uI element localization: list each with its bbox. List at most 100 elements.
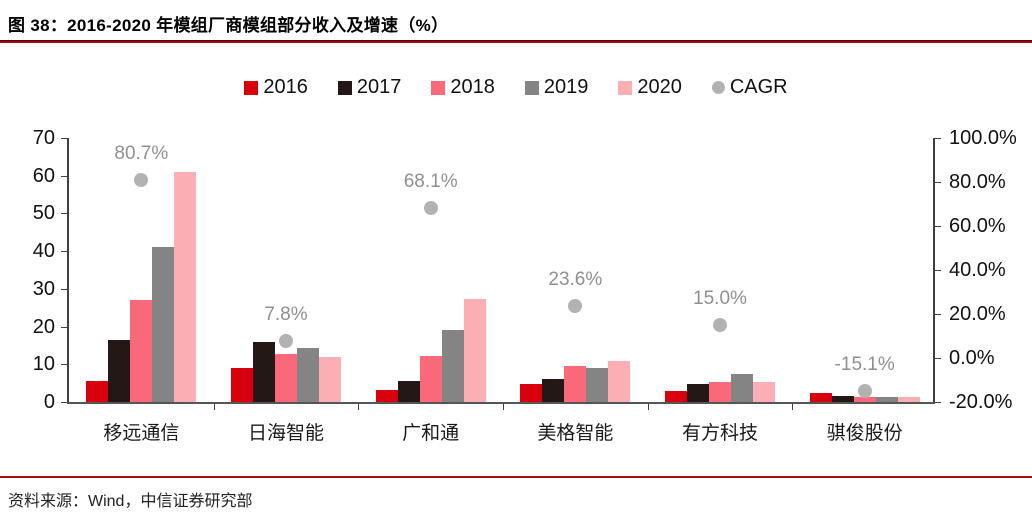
bar-2018[interactable]: [564, 365, 587, 402]
cagr-point[interactable]: [857, 384, 872, 399]
legend-label: 2020: [637, 76, 682, 98]
left-axis-tick-label: 0: [43, 391, 55, 413]
bar-2016[interactable]: [520, 384, 543, 402]
bar-2019[interactable]: [730, 373, 753, 402]
x-axis-line: [67, 402, 935, 404]
right-axis-tick-label: 0.0%: [949, 347, 995, 369]
cagr-point[interactable]: [568, 299, 583, 314]
left-axis-tick-label: 20: [32, 315, 55, 338]
right-axis-tick: [935, 358, 941, 359]
legend-item-2018: 2018: [431, 76, 495, 99]
series-swatch-icon: [244, 80, 259, 95]
left-axis-tick-label: 30: [32, 277, 55, 300]
legend-item-2019: 2019: [524, 76, 589, 99]
series-swatch-icon: [524, 80, 539, 95]
cagr-legend-marker-icon: [711, 81, 725, 94]
legend-label: 2019: [543, 76, 589, 98]
bar-2016[interactable]: [375, 389, 398, 402]
cagr-point[interactable]: [423, 201, 438, 216]
bar-2020[interactable]: [463, 298, 486, 402]
series-swatch-icon: [618, 80, 633, 95]
right-axis-tick-label: 80.0%: [949, 171, 1006, 193]
bar-2019[interactable]: [586, 368, 609, 402]
right-axis-tick: [935, 402, 941, 403]
bar-2017[interactable]: [542, 378, 565, 402]
right-axis-tick-label: 40.0%: [949, 259, 1006, 281]
left-axis-tick: [61, 213, 67, 215]
bar-2018[interactable]: [853, 397, 876, 402]
cagr-point[interactable]: [279, 333, 293, 348]
legend-label: 2017: [356, 76, 402, 98]
cagr-point[interactable]: [713, 318, 727, 332]
bar-group-移远通信: [69, 138, 214, 402]
category-label: 美格智能: [537, 423, 614, 444]
legend-label: 2018: [450, 76, 495, 98]
bar-2018[interactable]: [274, 354, 297, 402]
right-axis-tick-label: 100.0%: [949, 127, 1017, 149]
bar-2016[interactable]: [664, 390, 687, 402]
right-axis-tick-label: -20.0%: [949, 391, 1013, 413]
bar-2016[interactable]: [86, 380, 109, 402]
left-axis-tick: [61, 138, 67, 139]
bar-2020[interactable]: [608, 360, 631, 402]
left-axis-tick-label: 10: [32, 353, 55, 376]
figure-title: 图 38：2016-2020 年模组厂商模组部分收入及增速（%）: [8, 16, 449, 35]
left-axis-tick: [61, 288, 67, 290]
bar-2017[interactable]: [108, 339, 131, 402]
category-label: 广和通: [402, 423, 460, 444]
bar-2018[interactable]: [130, 300, 153, 402]
cagr-value-label: 15.0%: [693, 288, 747, 309]
bar-group-骐俊股份: [792, 138, 937, 402]
bar-2018[interactable]: [419, 355, 442, 402]
category-label: 有方科技: [681, 423, 758, 444]
bar-2020[interactable]: [897, 397, 920, 402]
bar-2016[interactable]: [809, 392, 832, 402]
title-divider: [0, 40, 1032, 43]
bar-2016[interactable]: [230, 368, 253, 402]
series-swatch-icon: [431, 80, 446, 95]
legend-item-CAGR: CAGR: [711, 76, 788, 99]
bar-group-有方科技: [648, 138, 793, 402]
category-label: 骐俊股份: [826, 423, 903, 444]
x-axis-tick: [358, 404, 360, 410]
bar-group-广和通: [358, 138, 503, 402]
legend-item-2016: 2016: [244, 76, 308, 99]
bar-2020[interactable]: [318, 356, 341, 402]
bar-2017[interactable]: [397, 380, 420, 402]
bar-2018[interactable]: [708, 382, 731, 402]
left-axis-tick: [61, 364, 67, 366]
cagr-value-label: -15.1%: [834, 354, 895, 376]
bar-2017[interactable]: [831, 395, 854, 402]
chart-legend: 2016 2017 2018 2019 2020 CAGR: [0, 76, 1032, 99]
bar-2019[interactable]: [296, 348, 319, 402]
legend-label: CAGR: [729, 76, 788, 98]
cagr-value-label: 68.1%: [403, 171, 458, 193]
x-axis-tick: [792, 404, 794, 410]
bar-2017[interactable]: [252, 342, 275, 402]
bar-2017[interactable]: [686, 384, 709, 402]
x-axis-tick: [213, 404, 215, 410]
bar-2019[interactable]: [152, 247, 175, 402]
bar-2020[interactable]: [752, 382, 775, 402]
legend-item-2020: 2020: [618, 76, 682, 99]
footer-divider: [0, 476, 1032, 478]
left-axis-tick-label: 50: [32, 202, 55, 225]
bar-group-日海智能: [214, 138, 359, 402]
right-axis-tick: [935, 138, 941, 139]
right-axis-tick-label: 20.0%: [949, 303, 1006, 325]
bar-2020[interactable]: [174, 171, 197, 402]
cagr-value-label: 7.8%: [264, 303, 308, 325]
cagr-value-label: 23.6%: [548, 269, 603, 291]
right-axis-tick: [935, 226, 941, 227]
left-axis-tick: [61, 251, 67, 253]
bar-2019[interactable]: [875, 397, 898, 402]
right-axis-tick: [935, 270, 941, 271]
legend-item-2017: 2017: [337, 76, 402, 99]
bar-2019[interactable]: [441, 330, 464, 402]
cagr-point[interactable]: [134, 173, 149, 188]
chart-plot-area: 70 60 50 40 30 20 10 0 100.0% 80.0% 60.0% 40.0% 20.0…: [33, 127, 1017, 444]
x-axis-tick: [647, 404, 649, 410]
left-axis-tick-label: 60: [32, 164, 55, 187]
legend-label: 2016: [263, 76, 308, 98]
